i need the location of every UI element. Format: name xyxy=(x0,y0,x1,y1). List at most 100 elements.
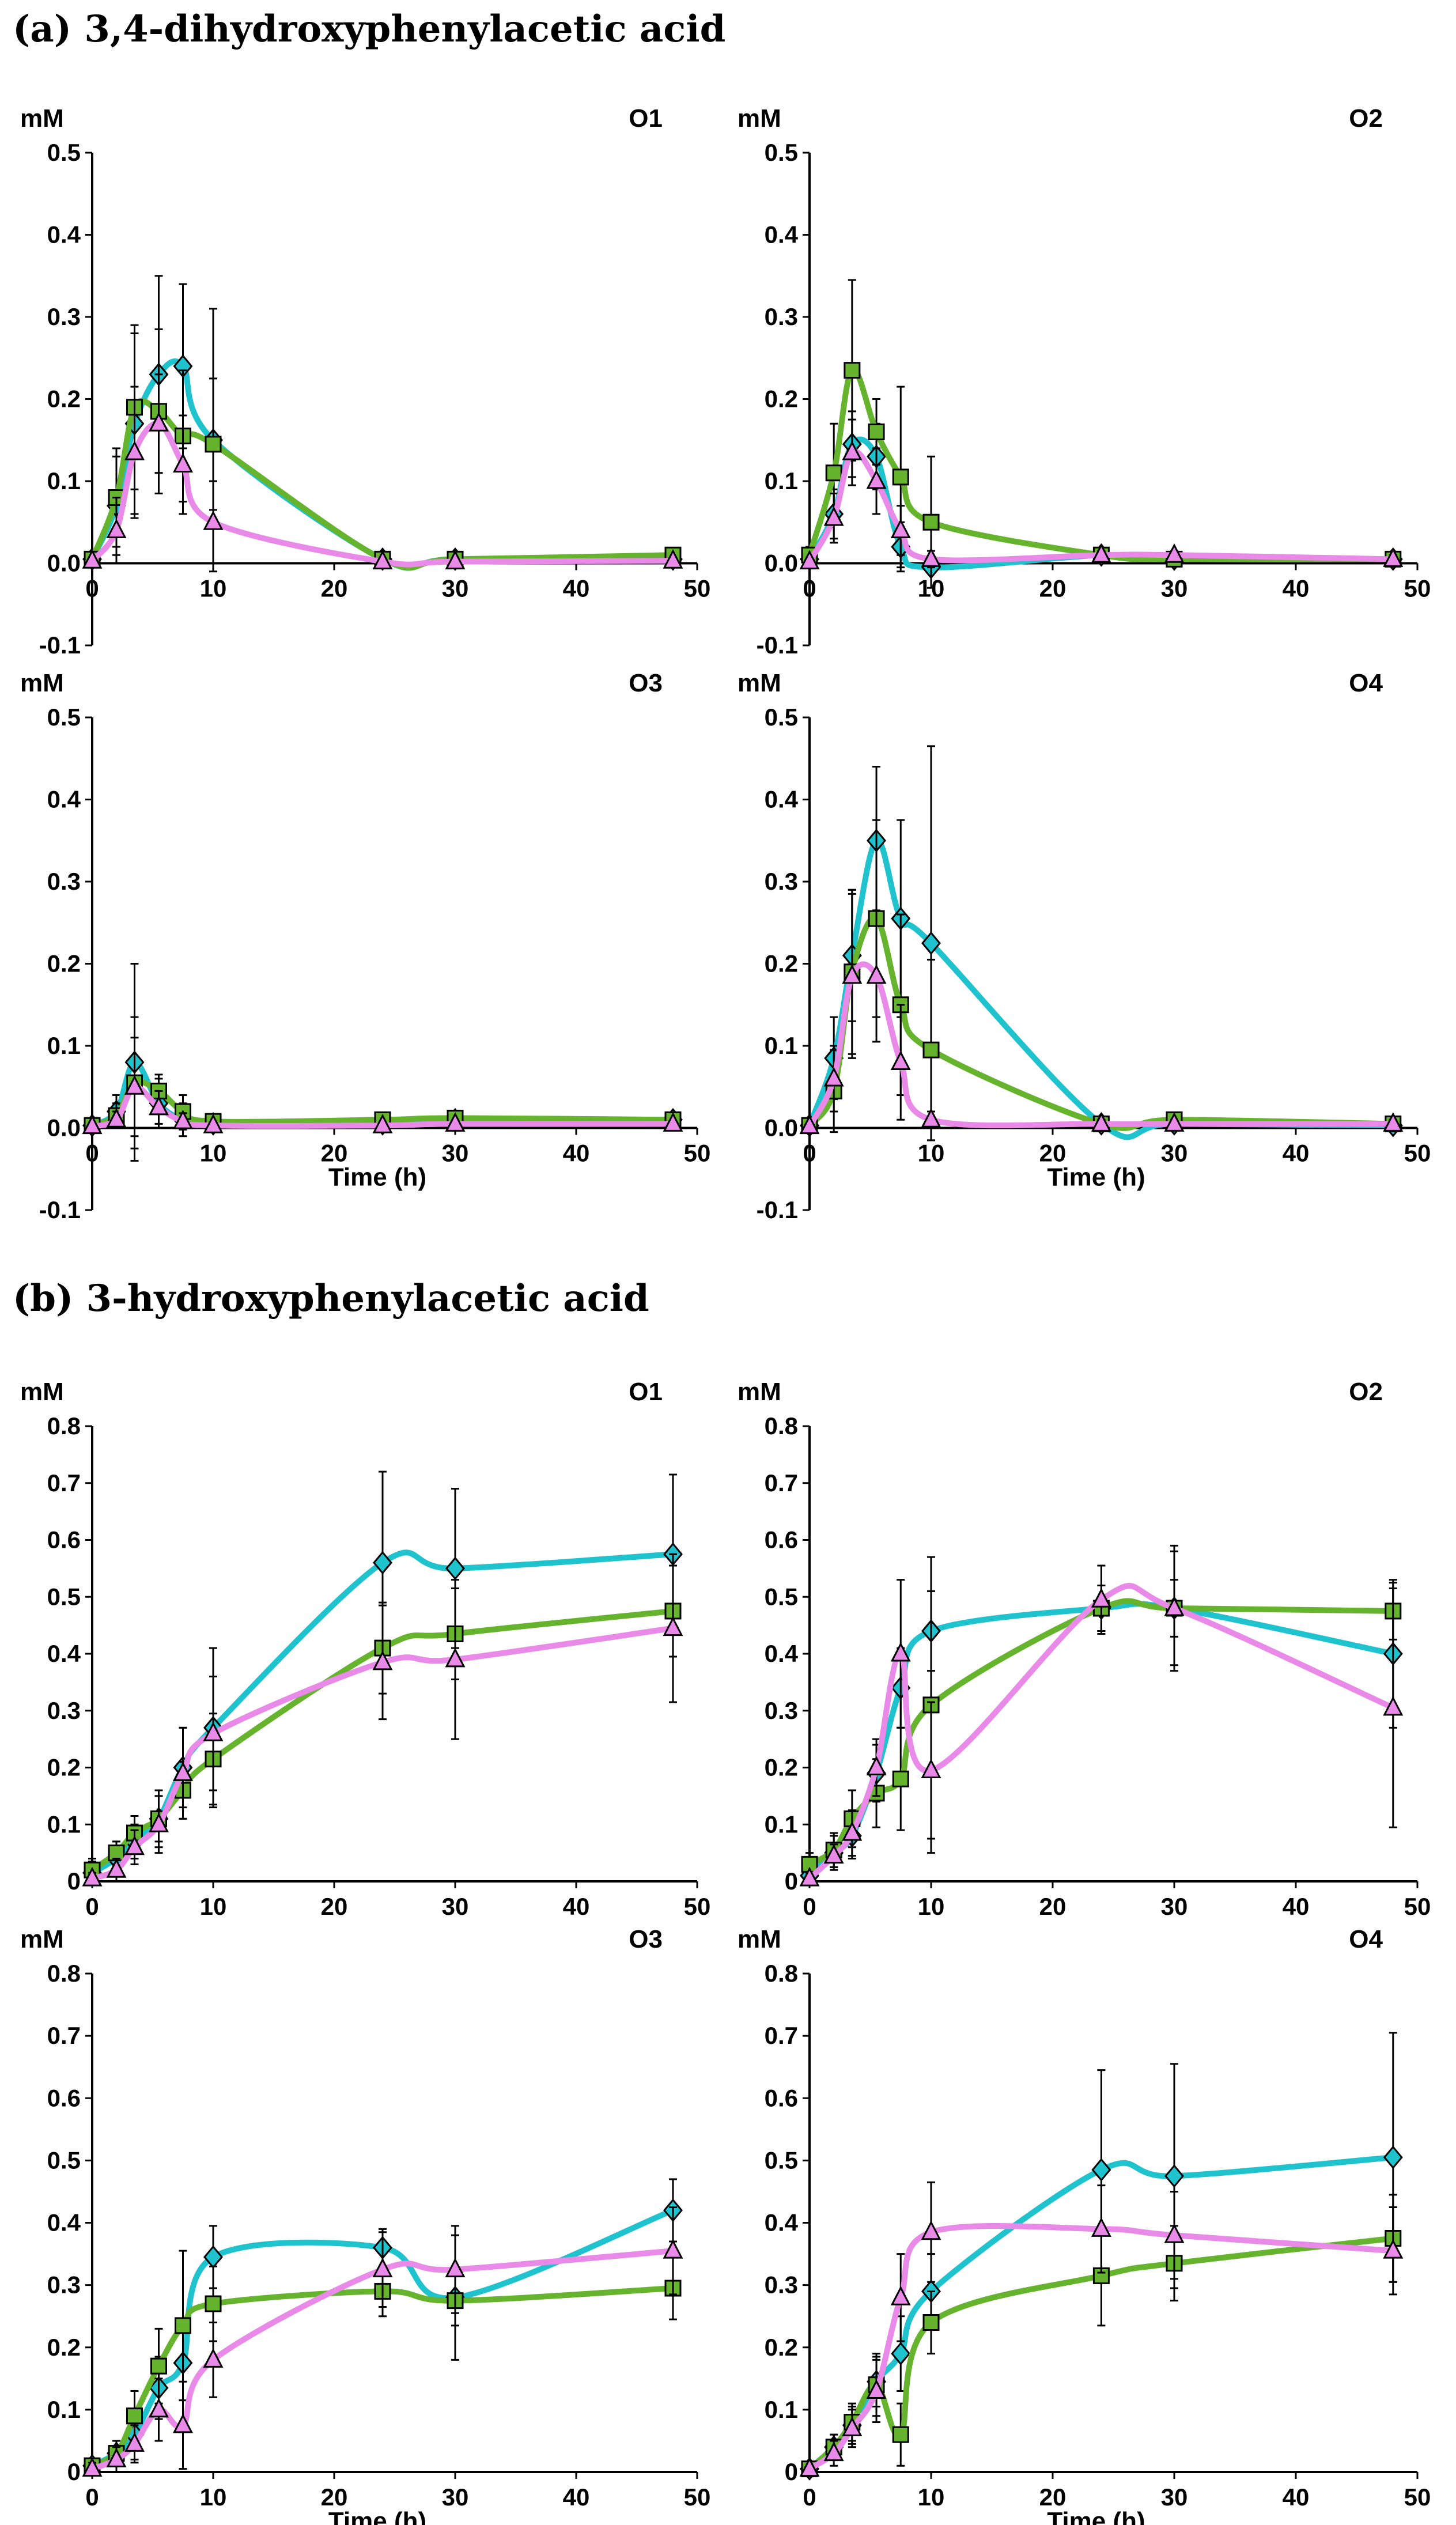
section-title-b: (b) 3-hydroxyphenylacetic acid xyxy=(13,1277,649,1320)
data-point-triangle xyxy=(124,1075,145,1095)
data-point-triangle xyxy=(106,1107,127,1128)
data-point-triangle xyxy=(890,2285,911,2305)
y-tick-label: 0.7 xyxy=(765,2022,798,2049)
y-tick-label: 0.4 xyxy=(765,221,799,248)
data-point-triangle xyxy=(921,1107,941,1128)
data-point-square xyxy=(844,362,861,379)
data-point-triangle xyxy=(921,547,941,567)
x-tick-label: 10 xyxy=(200,2484,227,2511)
data-point-triangle xyxy=(823,2441,844,2462)
data-point-square xyxy=(922,1041,940,1059)
y-tick-label: 0.4 xyxy=(765,1640,799,1667)
y-tick-label: 0.5 xyxy=(765,704,798,731)
data-point-triangle xyxy=(842,2417,863,2436)
data-point-triangle xyxy=(663,2239,683,2259)
data-point-triangle xyxy=(124,1835,145,1855)
x-axis-label: Time (h) xyxy=(1047,2507,1145,2525)
data-point-triangle xyxy=(823,1067,844,1087)
x-tick-label: 50 xyxy=(684,1893,711,1920)
y-tick-label: 0.8 xyxy=(765,1960,798,1987)
x-tick-label: 40 xyxy=(563,2484,590,2511)
series-pink xyxy=(799,2181,1404,2477)
y-tick-label: 0.4 xyxy=(47,786,81,813)
data-point-diamond xyxy=(1383,2145,1403,2169)
y-tick-label: -0.1 xyxy=(39,1196,81,1223)
panel-label: O1 xyxy=(629,1378,663,1406)
data-point-diamond xyxy=(1164,2164,1184,2188)
data-point-triangle xyxy=(106,1858,127,1878)
y-tick-label: 0.1 xyxy=(47,2396,81,2423)
x-tick-label: 40 xyxy=(1283,1140,1310,1167)
y-tick-label: 0.1 xyxy=(47,1032,81,1059)
data-point-triangle xyxy=(890,519,911,538)
y-tick-label: 0.7 xyxy=(47,1469,81,1496)
x-tick-label: 10 xyxy=(200,1140,227,1167)
x-axis-label: Time (h) xyxy=(1047,1163,1145,1192)
data-point-triangle xyxy=(173,1762,193,1781)
chart-b-o4: 0 0.1 0.2 0.3 0.4 0.5 0.6 0.7 0.8 0 10 20 30 40 50 mM O4… xyxy=(738,1925,1431,2525)
y-tick-label: 0.0 xyxy=(765,1114,798,1141)
y-tick-label: 0.2 xyxy=(47,385,81,413)
panel-label: O3 xyxy=(629,669,663,697)
data-point-triangle xyxy=(866,964,887,984)
data-point-square xyxy=(825,464,842,482)
y-tick-label: 0.2 xyxy=(47,2334,81,2361)
data-point-square xyxy=(922,513,940,531)
panel-label: O1 xyxy=(629,104,663,133)
x-tick-label: 40 xyxy=(1283,575,1310,602)
x-tick-label: 10 xyxy=(918,2484,945,2511)
y-tick-label: -0.1 xyxy=(39,632,81,659)
data-point-square xyxy=(205,2295,222,2312)
x-tick-label: 40 xyxy=(1283,1893,1310,1920)
data-point-diamond xyxy=(445,1556,465,1581)
x-tick-label: 30 xyxy=(442,2484,469,2511)
y-tick-label: -0.1 xyxy=(757,632,798,659)
y-tick-label: 0.4 xyxy=(765,786,799,813)
y-tick-label: 0.5 xyxy=(765,2146,798,2174)
chart-b-o2: 0 0.1 0.2 0.3 0.4 0.5 0.6 0.7 0.8 0 10 20 30 40 50 mM O2 xyxy=(738,1378,1431,1920)
y-tick-label: 0.3 xyxy=(47,303,81,330)
series-pink xyxy=(82,1037,683,1137)
panel-label: O2 xyxy=(1349,1378,1383,1406)
series-green xyxy=(801,819,1402,1141)
y-tick-label: 0.3 xyxy=(765,2271,798,2299)
x-tick-label: 50 xyxy=(684,1140,711,1167)
data-point-triangle xyxy=(663,1616,683,1636)
data-point-triangle xyxy=(82,549,103,569)
data-point-triangle xyxy=(1164,1112,1185,1132)
data-point-triangle xyxy=(82,1114,103,1135)
y-tick-label: 0 xyxy=(785,1868,798,1895)
x-tick-label: 0 xyxy=(85,2484,99,2511)
x-axis-label: Time (h) xyxy=(328,1163,426,1192)
y-tick-label: 0.1 xyxy=(47,467,81,494)
data-point-triangle xyxy=(799,1866,820,1887)
x-axis-label: Time (h) xyxy=(328,2507,426,2525)
series-pink xyxy=(82,1553,683,1887)
data-point-diamond xyxy=(1091,2158,1111,2182)
x-tick-label: 20 xyxy=(321,2484,348,2511)
data-point-square xyxy=(922,2314,940,2331)
series-line xyxy=(807,1601,1396,1879)
data-point-triangle xyxy=(1383,1112,1404,1132)
series-line xyxy=(89,421,676,568)
data-point-triangle xyxy=(823,1844,844,1864)
x-tick-label: 30 xyxy=(442,1140,469,1167)
panel-label: O2 xyxy=(1349,104,1383,133)
x-tick-label: 30 xyxy=(1161,2484,1188,2511)
y-tick-label: 0.2 xyxy=(47,1754,81,1781)
data-point-triangle xyxy=(203,1113,224,1133)
y-tick-label: 0.8 xyxy=(47,1960,81,1987)
y-tick-label: 0.5 xyxy=(47,1583,81,1610)
data-point-triangle xyxy=(445,1112,466,1132)
y-tick-label: 0.0 xyxy=(47,1114,81,1141)
data-point-triangle xyxy=(1091,543,1111,563)
y-tick-label: 0.3 xyxy=(47,1697,81,1724)
data-point-triangle xyxy=(1164,1596,1185,1616)
x-tick-label: 0 xyxy=(803,1893,816,1920)
y-tick-label: 0.2 xyxy=(765,2334,798,2361)
data-point-triangle xyxy=(799,550,820,570)
y-tick-label: 0.3 xyxy=(765,303,798,330)
